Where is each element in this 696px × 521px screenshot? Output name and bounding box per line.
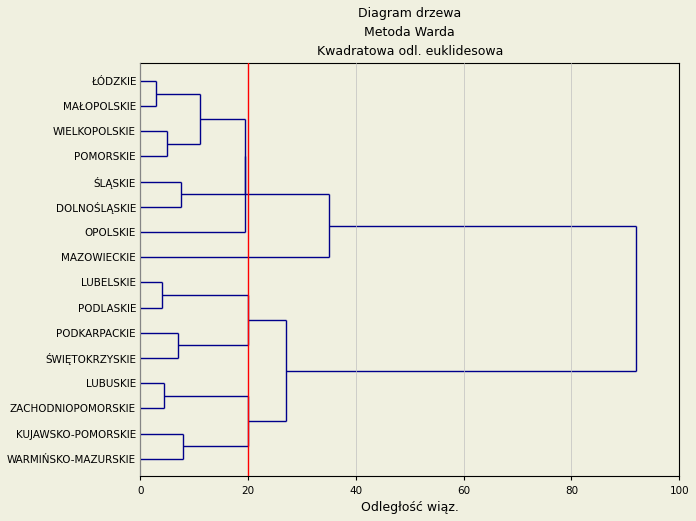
X-axis label: Odległość wiąz.: Odległość wiąz.	[361, 501, 459, 514]
Title: Diagram drzewa
Metoda Warda
Kwadratowa odl. euklidesowa: Diagram drzewa Metoda Warda Kwadratowa o…	[317, 7, 503, 58]
